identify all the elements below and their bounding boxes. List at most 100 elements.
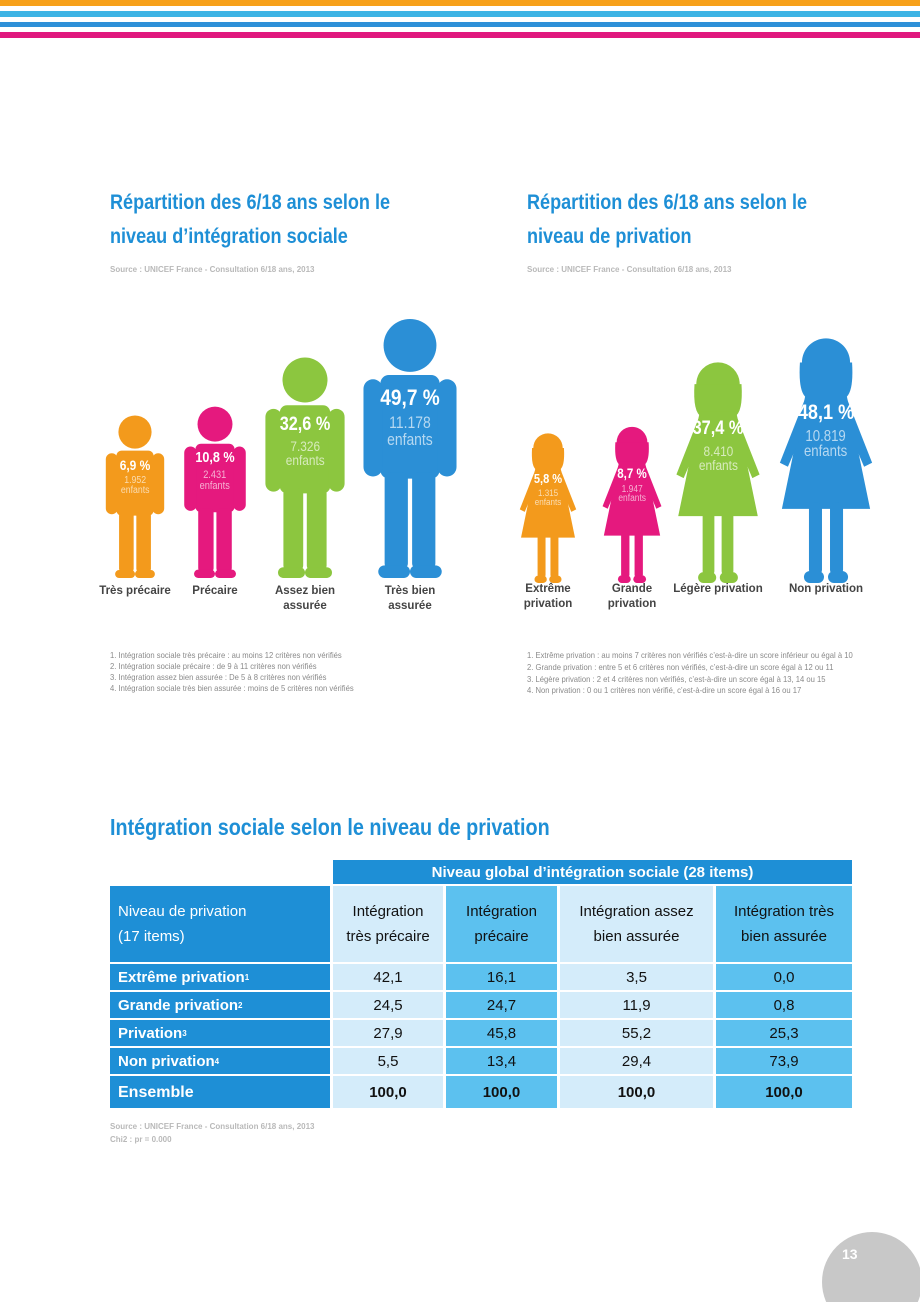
table-stat: Chi2 : pr = 0.000 bbox=[110, 1135, 172, 1144]
row-label: Privation 3 bbox=[110, 1020, 330, 1046]
column-header: Intégration très bien assurée bbox=[716, 886, 852, 962]
head bbox=[383, 318, 437, 372]
row-label-text: Grande privation bbox=[118, 996, 239, 1014]
table-cell: 5,5 bbox=[333, 1048, 443, 1074]
shoe bbox=[215, 569, 236, 578]
arm bbox=[152, 453, 165, 515]
shoe bbox=[135, 570, 155, 578]
torso bbox=[380, 375, 440, 479]
stripe bbox=[0, 22, 920, 27]
footnote: 3. Légère privation : 2 et 4 critères no… bbox=[527, 673, 826, 684]
figure bbox=[519, 433, 577, 583]
shoe bbox=[534, 575, 547, 583]
category-label: Très bien assurée bbox=[384, 585, 436, 612]
table-cell: 24,5 bbox=[333, 992, 443, 1018]
arm bbox=[730, 414, 760, 479]
category-label: Légère privation bbox=[673, 583, 763, 595]
value-label: 48,1 % bbox=[797, 400, 855, 425]
shoe bbox=[305, 567, 332, 578]
figure bbox=[363, 318, 457, 578]
arm bbox=[363, 379, 383, 477]
category-label: Assez bien assurée bbox=[274, 585, 336, 612]
shoe bbox=[698, 572, 717, 583]
head bbox=[197, 406, 233, 442]
head bbox=[118, 415, 152, 449]
torso bbox=[116, 450, 154, 516]
page-number-badge bbox=[822, 1232, 920, 1302]
row-note: 3 bbox=[182, 1028, 187, 1038]
footnote: 1. Extrême privation : au moins 7 critèr… bbox=[527, 650, 853, 660]
chart-source: Source : UNICEF France - Consultation 6/… bbox=[110, 265, 315, 274]
total-cell: 100,0 bbox=[716, 1076, 852, 1108]
value-label: 8,7 % bbox=[617, 466, 647, 482]
arm bbox=[676, 414, 706, 479]
table-cell: 29,4 bbox=[560, 1048, 713, 1074]
arm bbox=[779, 396, 812, 467]
footnote: 1. Intégration sociale très précaire : a… bbox=[110, 650, 342, 660]
hair bbox=[615, 442, 649, 466]
shoe bbox=[828, 570, 849, 583]
arm bbox=[328, 408, 345, 492]
count-label: 1.947 enfants bbox=[618, 483, 646, 505]
leg bbox=[119, 511, 134, 573]
leg bbox=[537, 533, 546, 579]
leg bbox=[283, 488, 304, 571]
row-note: 2 bbox=[238, 1000, 243, 1010]
figure bbox=[676, 362, 760, 583]
hair bbox=[531, 448, 565, 471]
footnote: 4. Non privation : 0 ou 1 critères non v… bbox=[527, 685, 802, 696]
shoe bbox=[194, 569, 215, 578]
leg bbox=[198, 508, 214, 573]
table-cell: 55,2 bbox=[560, 1020, 713, 1046]
table-cell: 11,9 bbox=[560, 992, 713, 1018]
shoe bbox=[633, 575, 647, 583]
leg bbox=[412, 472, 436, 570]
arm bbox=[233, 446, 246, 511]
head bbox=[282, 357, 328, 403]
column-header: Intégration très précaire bbox=[333, 886, 443, 962]
footnote: 3. Intégration assez bien assurée : De 5… bbox=[110, 672, 327, 682]
table-cell: 16,1 bbox=[446, 964, 557, 990]
corner-header: Niveau de privation (17 items) bbox=[110, 886, 330, 962]
arm bbox=[640, 463, 662, 509]
shoe bbox=[803, 570, 824, 583]
arm bbox=[105, 453, 118, 515]
table-cell: 24,7 bbox=[446, 992, 557, 1018]
chart-title: Répartition des 6/18 ans selon le niveau… bbox=[110, 191, 391, 248]
row-label: Extrême privation 1 bbox=[110, 964, 330, 990]
value-label: 49,7 % bbox=[380, 385, 440, 411]
shoe bbox=[617, 575, 631, 583]
chart-source: Source : UNICEF France - Consultation 6/… bbox=[527, 265, 732, 274]
arm bbox=[265, 408, 282, 492]
arm bbox=[519, 468, 540, 512]
shoe bbox=[719, 572, 738, 583]
category-label: Non privation bbox=[788, 583, 864, 595]
footnote: 2. Intégration sociale précaire : de 9 à… bbox=[110, 661, 317, 671]
table-cell: 42,1 bbox=[333, 964, 443, 990]
total-label: Ensemble bbox=[110, 1076, 330, 1108]
total-cell: 100,0 bbox=[333, 1076, 443, 1108]
torso bbox=[279, 405, 331, 494]
hair bbox=[799, 362, 853, 399]
stripe bbox=[0, 11, 920, 17]
shoe bbox=[278, 567, 305, 578]
table-cell: 3,5 bbox=[560, 964, 713, 990]
table-cell: 0,0 bbox=[716, 964, 852, 990]
table-cell: 27,9 bbox=[333, 1020, 443, 1046]
leg bbox=[384, 472, 408, 570]
chart-title: Répartition des 6/18 ans selon le niveau… bbox=[527, 191, 808, 248]
row-label-text: Privation bbox=[118, 1024, 183, 1042]
column-header: Intégration assez bien assurée bbox=[560, 886, 713, 962]
category-label: Extrême privation bbox=[523, 583, 573, 610]
leg bbox=[550, 533, 559, 579]
category-label: Très précaire bbox=[99, 585, 171, 597]
count-label: 11.178 enfants bbox=[387, 414, 433, 449]
total-cell: 100,0 bbox=[446, 1076, 557, 1108]
leg bbox=[621, 531, 630, 578]
table-cell: 13,4 bbox=[446, 1048, 557, 1074]
arm bbox=[437, 379, 457, 477]
row-label-text: Extrême privation bbox=[118, 968, 245, 986]
arm bbox=[602, 463, 624, 509]
footnote: 4. Intégration sociale très bien assurée… bbox=[110, 683, 354, 693]
